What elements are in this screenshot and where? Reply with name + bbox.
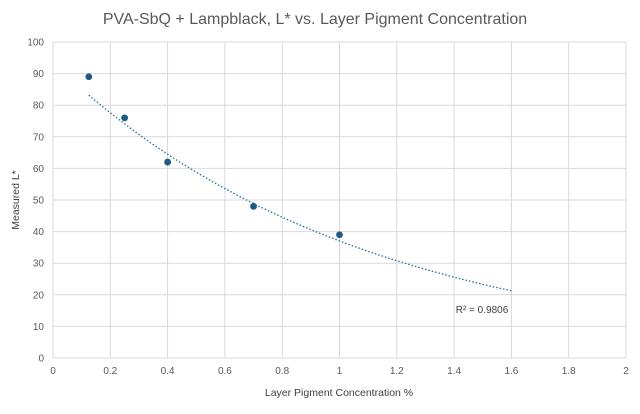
y-axis-label: Measured L* bbox=[10, 170, 22, 230]
x-tick-label: 0.8 bbox=[275, 366, 289, 377]
data-point bbox=[336, 231, 343, 239]
y-tick-label: 50 bbox=[33, 196, 45, 207]
x-tick-label: 0.6 bbox=[218, 366, 232, 377]
x-axis-label: Layer Pigment Concentration % bbox=[265, 387, 413, 399]
data-point bbox=[164, 158, 172, 166]
x-tick-label: 1.2 bbox=[390, 366, 404, 377]
chart-title: PVA-SbQ + Lampblack, L* vs. Layer Pigmen… bbox=[103, 11, 527, 28]
x-tick-label: 1 bbox=[337, 366, 343, 377]
y-tick-label: 60 bbox=[33, 164, 45, 175]
y-tick-label: 10 bbox=[33, 322, 45, 333]
y-tick-label: 0 bbox=[38, 354, 44, 365]
y-tick-label: 100 bbox=[27, 38, 44, 49]
x-tick-label: 0.2 bbox=[103, 366, 117, 377]
y-tick-label: 90 bbox=[33, 69, 45, 80]
x-axis-ticks: 0 0.2 0.4 0.6 0.8 1 1.2 1.4 1.6 1.8 2 bbox=[50, 366, 629, 377]
y-tick-label: 30 bbox=[33, 259, 45, 270]
x-tick-label: 0.4 bbox=[161, 366, 175, 377]
grid bbox=[52, 41, 627, 359]
r-squared-label: R² = 0.9806 bbox=[456, 305, 509, 316]
data-point bbox=[85, 73, 93, 81]
y-tick-label: 80 bbox=[33, 101, 45, 112]
trendline bbox=[88, 94, 512, 292]
y-tick-label: 70 bbox=[33, 132, 45, 143]
y-tick-label: 40 bbox=[33, 227, 45, 238]
x-tick-label: 0 bbox=[50, 366, 56, 377]
x-tick-label: 2 bbox=[623, 366, 629, 377]
data-point bbox=[121, 114, 129, 122]
data-points bbox=[85, 73, 343, 239]
x-tick-label: 1.8 bbox=[562, 366, 576, 377]
x-tick-label: 1.4 bbox=[447, 366, 461, 377]
y-tick-label: 20 bbox=[33, 290, 45, 301]
y-axis-ticks: 0 10 20 30 40 50 60 70 80 90 100 bbox=[27, 38, 44, 365]
x-tick-label: 1.6 bbox=[504, 366, 518, 377]
data-point bbox=[250, 202, 257, 210]
